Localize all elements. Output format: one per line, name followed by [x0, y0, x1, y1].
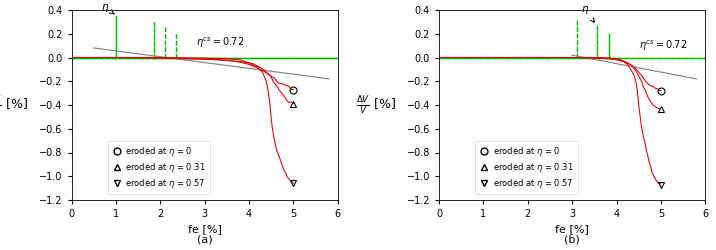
- Text: $\eta$: $\eta$: [581, 4, 594, 22]
- Text: $\eta$: $\eta$: [101, 2, 114, 14]
- X-axis label: fe [%]: fe [%]: [555, 224, 589, 234]
- Legend: eroded at $\eta$ = 0, eroded at $\eta$ = 0.31, eroded at $\eta$ = 0.57: eroded at $\eta$ = 0, eroded at $\eta$ =…: [107, 141, 210, 194]
- X-axis label: fe [%]: fe [%]: [188, 224, 222, 234]
- Text: (a): (a): [197, 234, 213, 244]
- Y-axis label: $\frac{\Delta V}{V}$ [%]: $\frac{\Delta V}{V}$ [%]: [0, 94, 29, 116]
- Text: $\eta^{cs}=0.72$: $\eta^{cs}=0.72$: [639, 39, 687, 53]
- Y-axis label: $\frac{\Delta V}{V}$ [%]: $\frac{\Delta V}{V}$ [%]: [356, 94, 396, 116]
- Legend: eroded at $\eta$ = 0, eroded at $\eta$ = 0.31, eroded at $\eta$ = 0.57: eroded at $\eta$ = 0, eroded at $\eta$ =…: [475, 141, 578, 194]
- Text: $\eta^{cs}=0.72$: $\eta^{cs}=0.72$: [196, 35, 244, 50]
- Text: (b): (b): [564, 234, 580, 244]
